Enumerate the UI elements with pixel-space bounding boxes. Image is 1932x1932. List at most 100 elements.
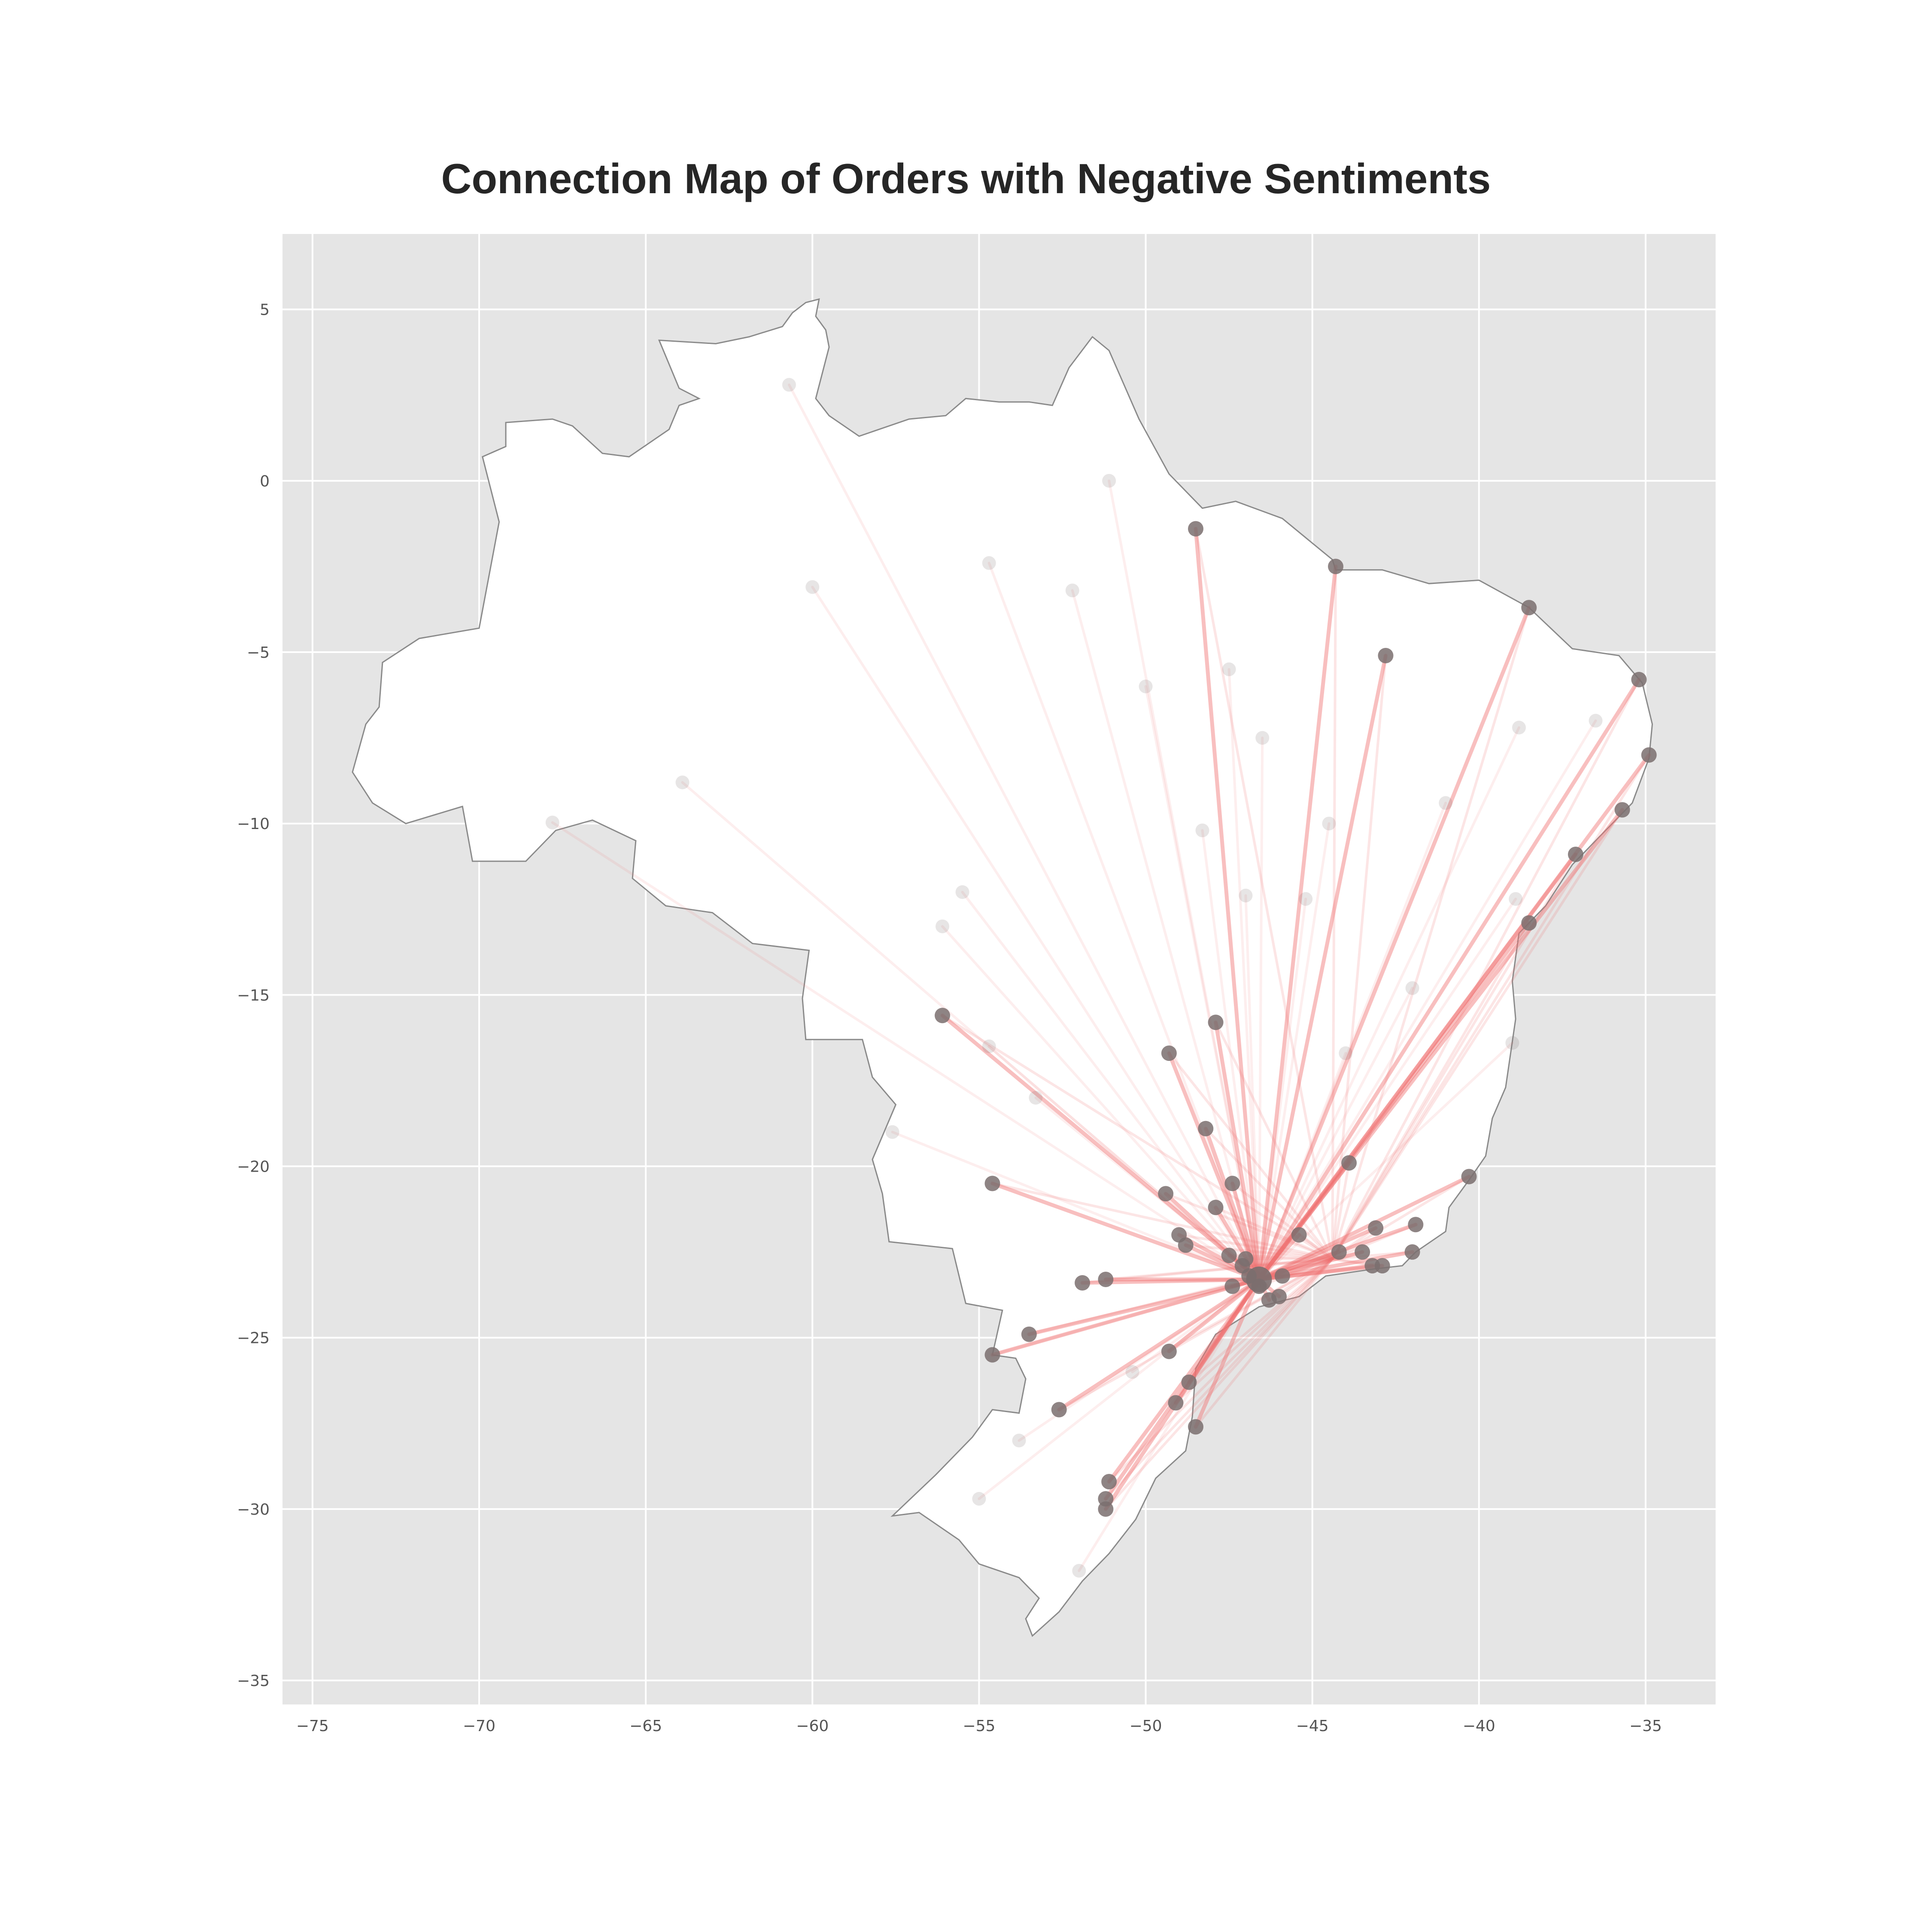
faint-location-point (1102, 474, 1116, 488)
faint-location-point (1029, 1091, 1043, 1105)
faint-connection-line (787, 383, 1261, 1281)
faint-location-point (982, 1039, 996, 1054)
location-point (935, 1008, 951, 1024)
faint-location-point (1125, 1365, 1139, 1379)
connection-line-secondary (1174, 1258, 1334, 1404)
connection-line-secondary (1331, 1251, 1414, 1261)
location-point (1341, 1155, 1357, 1171)
brazil-outline (352, 298, 1653, 1637)
faint-location-point (1339, 1046, 1353, 1060)
location-point (984, 1176, 1000, 1191)
connection-line (1257, 677, 1641, 1282)
faint-connection-line (1258, 802, 1447, 1281)
connection-line (1257, 921, 1531, 1282)
faint-location-point (955, 885, 969, 899)
location-point (1641, 747, 1657, 763)
y-tick-label: −10 (237, 815, 270, 833)
faint-connection-line (811, 586, 1261, 1281)
connection-line-secondary (1108, 1258, 1334, 1483)
faint-connection-line (978, 1278, 1261, 1500)
faint-connection-line (1258, 726, 1520, 1281)
connection-line-secondary (1331, 654, 1387, 1261)
faint-connection-line (1201, 829, 1261, 1281)
faint-location-point (1222, 662, 1236, 676)
location-point (1331, 1244, 1347, 1260)
faint-location-point (1072, 1564, 1086, 1578)
faint-location-point (675, 775, 690, 790)
location-point (1168, 1395, 1184, 1411)
location-point (1567, 847, 1583, 863)
chart-title: Connection Map of Orders with Negative S… (441, 155, 1491, 202)
connection-line-secondary (1188, 1258, 1334, 1384)
faint-location-point (1012, 1434, 1026, 1448)
location-point (1378, 647, 1394, 663)
faint-connection-line (551, 821, 1261, 1281)
connection-line (1257, 564, 1338, 1282)
connection-line (1257, 1250, 1341, 1282)
faint-location-point (1439, 796, 1453, 810)
connection-line-secondary (1178, 1233, 1334, 1261)
location-point (1368, 1220, 1384, 1236)
location-point (1521, 915, 1537, 931)
faint-location-point (885, 1125, 899, 1139)
connection-line-secondary (1331, 606, 1531, 1261)
connection-line (1103, 1277, 1261, 1501)
y-tick-label: −15 (237, 987, 270, 1004)
x-tick-label: −55 (963, 1717, 995, 1735)
location-point (1521, 600, 1537, 616)
connection-line (1257, 808, 1625, 1282)
location-point (1198, 1121, 1214, 1136)
location-point (1181, 1374, 1197, 1390)
faint-connection-line (1258, 822, 1331, 1281)
connection-line (1257, 653, 1388, 1282)
faint-connection-line (1258, 1052, 1347, 1281)
y-tick-label: −25 (237, 1330, 270, 1347)
connection-line (1214, 1020, 1261, 1282)
connection-line (1230, 1181, 1261, 1282)
faint-location-point (936, 919, 950, 933)
connection-line-secondary (1184, 1244, 1334, 1261)
connection-line (1167, 1277, 1261, 1354)
location-point (1224, 1176, 1240, 1191)
faint-location-point (972, 1492, 986, 1506)
location-point (1161, 1343, 1177, 1359)
connection-line-secondary (1331, 678, 1640, 1261)
connection-line-secondary (1331, 753, 1650, 1261)
connection-line (1214, 1205, 1261, 1282)
connection-line (1257, 753, 1651, 1282)
faint-connection-line (1258, 897, 1517, 1281)
connection-line (1187, 1277, 1261, 1385)
location-point (1075, 1275, 1091, 1291)
connection-line-secondary (1331, 1175, 1470, 1261)
connection-line-secondary (1278, 1258, 1334, 1298)
faint-location-point (782, 378, 796, 392)
connection-line-secondary (1081, 1258, 1334, 1285)
faint-connection-line (1258, 987, 1414, 1281)
y-tick-label: 5 (260, 301, 270, 319)
location-point (1461, 1169, 1477, 1185)
connection-line (990, 1181, 1261, 1282)
faint-connection-line (1034, 1096, 1261, 1281)
faint-location-point (982, 556, 996, 570)
faint-location-points (545, 378, 1603, 1578)
connection-line (1257, 605, 1531, 1282)
connection-line-secondary (1104, 1258, 1334, 1281)
connection-line (940, 1013, 1261, 1282)
connection-line (1257, 1175, 1471, 1282)
connection-line-secondary (1167, 1258, 1334, 1353)
faint-connection-line (1108, 479, 1261, 1281)
faint-location-point (1239, 888, 1253, 902)
x-tick-label: −45 (1296, 1717, 1329, 1735)
faint-location-point (1322, 817, 1336, 831)
faint-connection-line (1131, 1278, 1261, 1373)
x-tick-label: −65 (629, 1717, 662, 1735)
faint-location-point (1299, 892, 1313, 906)
connection-line (1057, 1277, 1261, 1412)
x-tick-label: −40 (1463, 1717, 1495, 1735)
x-tick-label: −75 (296, 1717, 329, 1735)
y-tick-label: −20 (237, 1158, 270, 1176)
connection-line-secondary (1214, 1206, 1334, 1261)
faint-location-point (1405, 981, 1419, 995)
connection-line (1167, 1051, 1261, 1282)
